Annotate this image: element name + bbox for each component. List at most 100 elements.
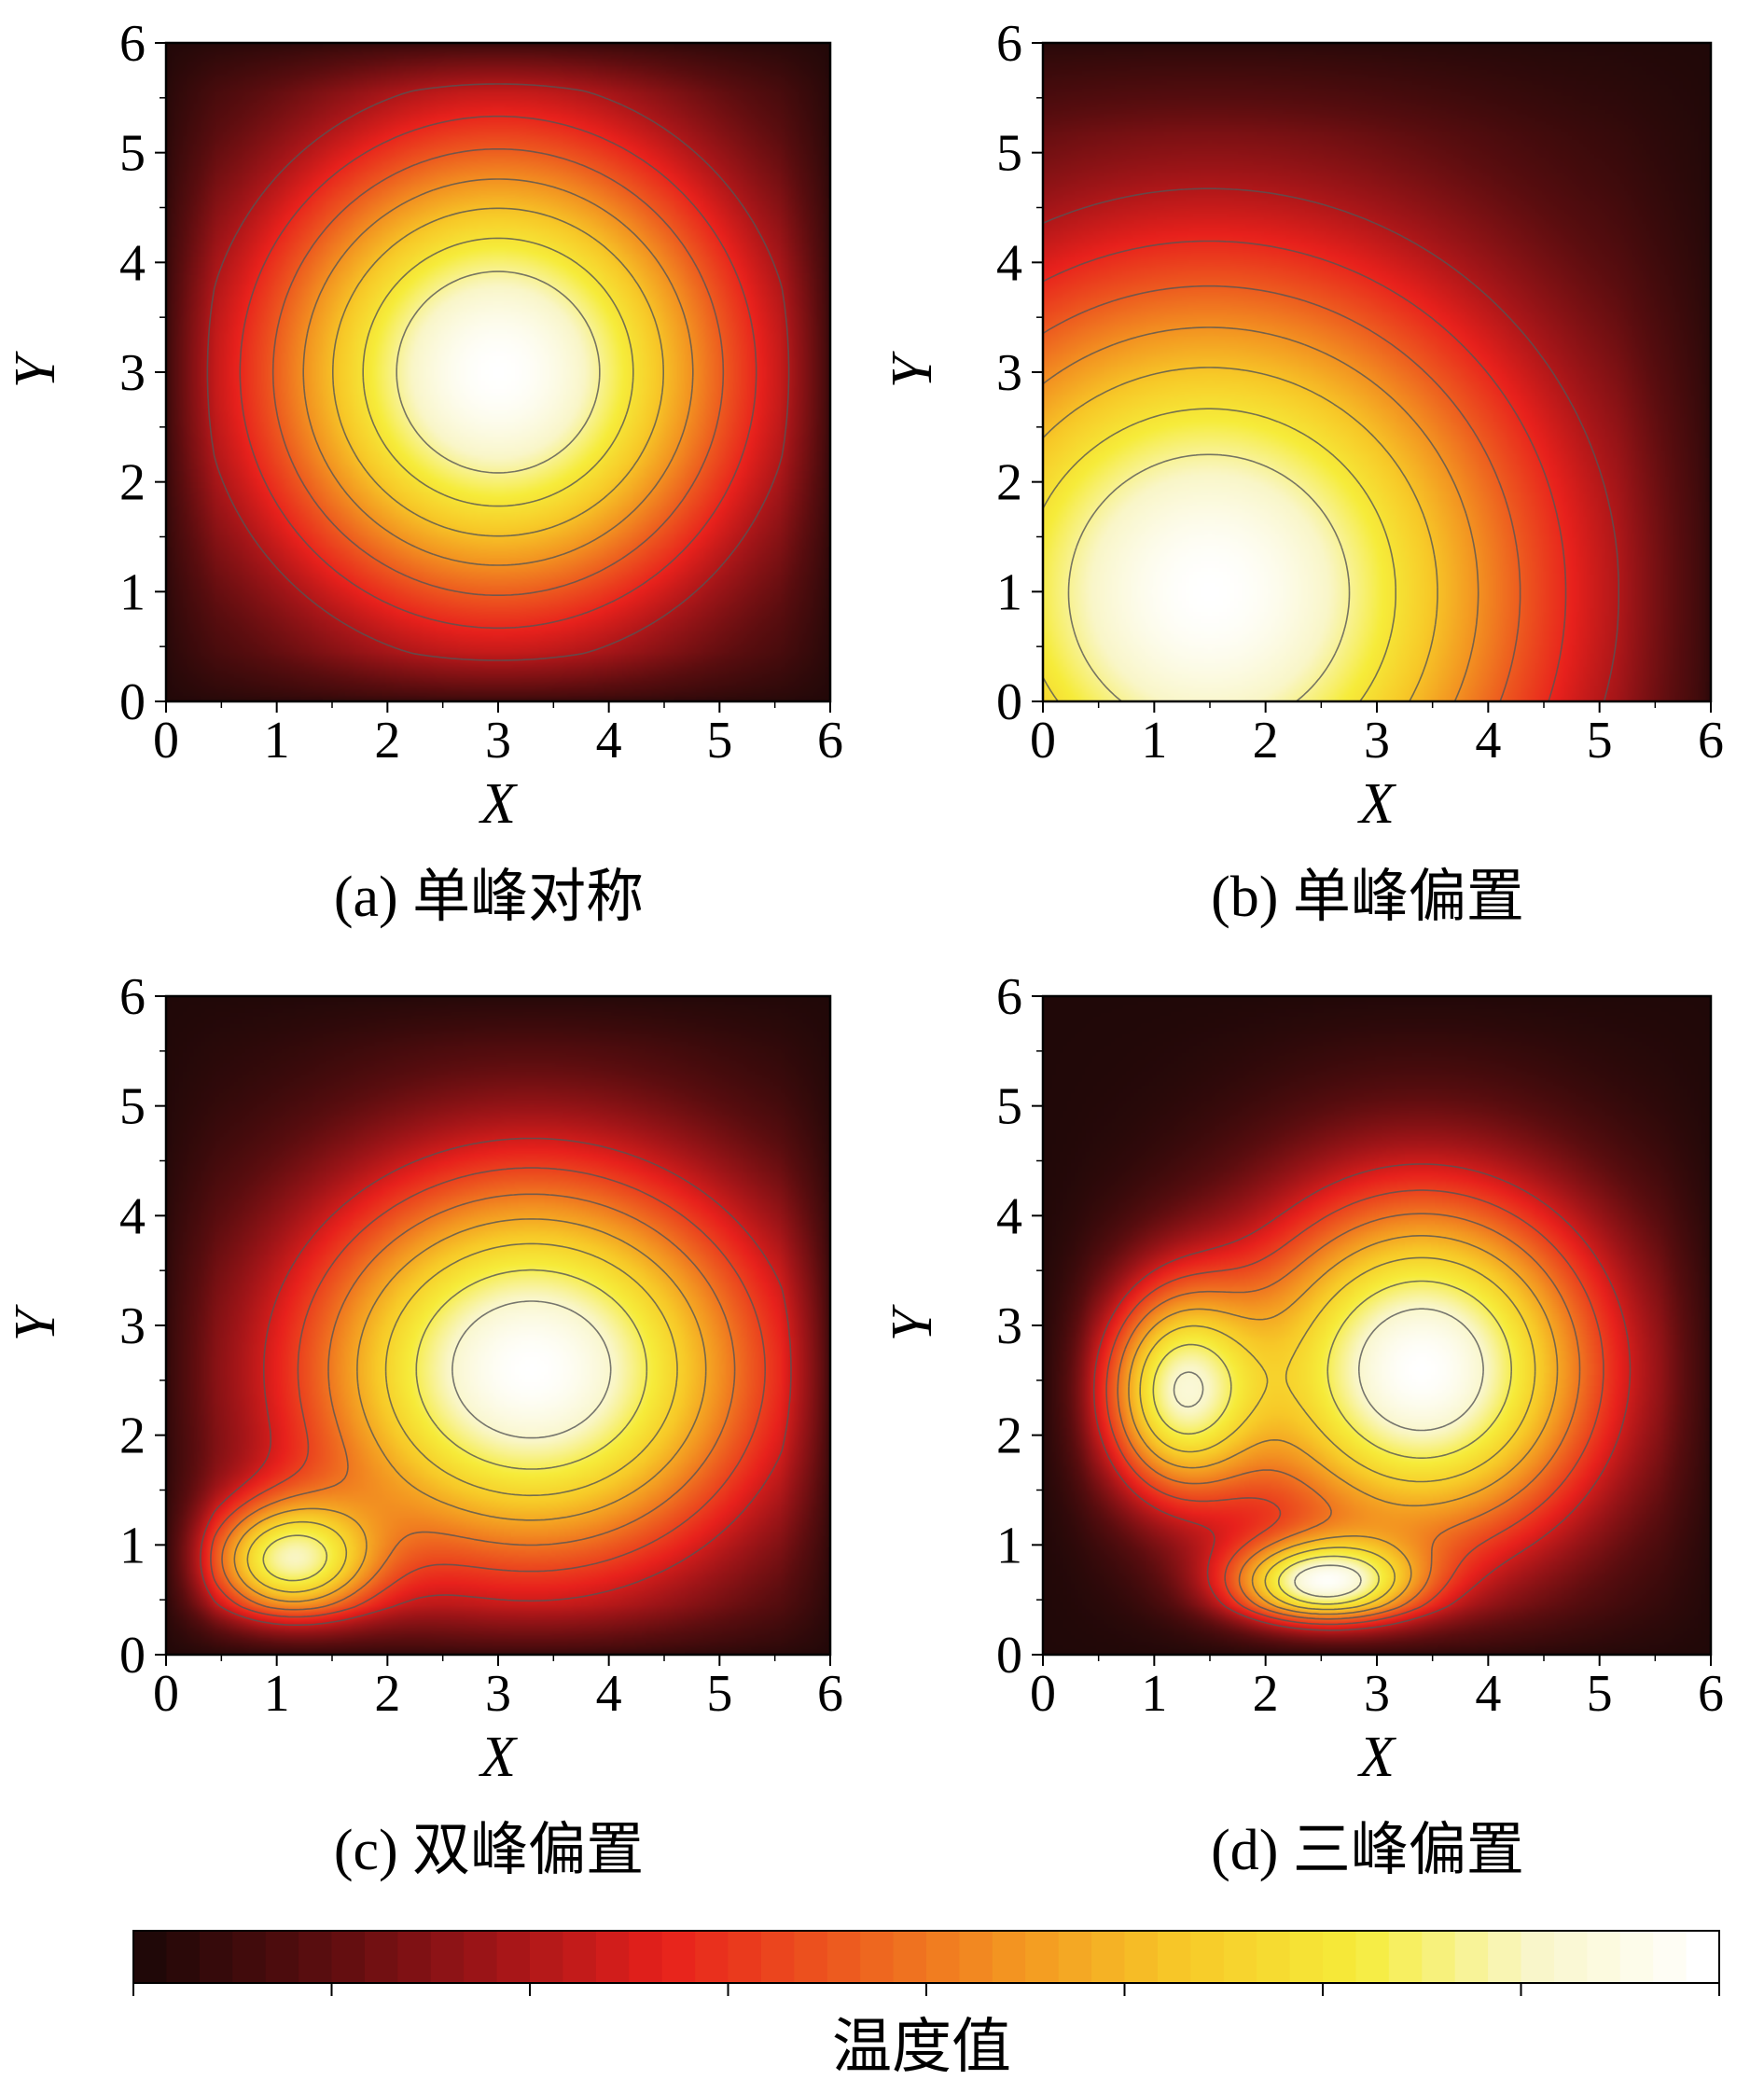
colorbar-swatch	[265, 1931, 299, 1983]
x-tick-label: 6	[817, 1665, 843, 1723]
colorbar-swatch	[364, 1931, 398, 1983]
contours-a	[206, 83, 790, 661]
colorbar-swatch	[199, 1931, 233, 1983]
y-tick-label: 5	[996, 125, 1022, 183]
contour-line	[206, 83, 790, 661]
x-tick-label: 6	[817, 712, 843, 770]
x-tick-label: 4	[596, 712, 622, 770]
contour-line	[396, 270, 601, 474]
y-tick-label: 5	[119, 1078, 146, 1136]
panel-caption: (a) 单峰对称	[334, 866, 644, 929]
contour-line	[1105, 1189, 1604, 1626]
heatmap-image-c	[166, 996, 830, 1655]
colorbar-swatches	[133, 1931, 1720, 1983]
colorbar: 温度值	[132, 1930, 1720, 2080]
y-tick-label: 0	[996, 1627, 1022, 1685]
colorbar-swatch	[1686, 1931, 1720, 1983]
y-tick-label: 5	[996, 1078, 1022, 1136]
y-tick-label: 0	[996, 673, 1022, 731]
contour-line	[271, 148, 725, 596]
colorbar-swatch	[826, 1931, 861, 1983]
contours-c	[200, 1137, 792, 1626]
x-axis-label: X	[478, 1726, 518, 1789]
colorbar-swatch	[1521, 1931, 1555, 1983]
y-tick-label: 1	[119, 563, 146, 621]
x-tick-label: 4	[1475, 712, 1501, 770]
colorbar-swatch	[563, 1931, 597, 1983]
y-tick-label: 2	[996, 1407, 1022, 1465]
panel-b: 0 1 2 3 4 5 6 0 1 2 3 4 5 6 X Y (b) 单峰偏置	[881, 15, 1724, 929]
y-tick-label: 6	[119, 968, 146, 1026]
ticks-b: 0 1 2 3 4 5 6 0 1 2 3 4 5 6	[996, 15, 1724, 770]
colorbar-swatch	[1289, 1931, 1324, 1983]
panel-caption: (b) 单峰偏置	[1211, 866, 1524, 929]
x-tick-label: 2	[1253, 1665, 1279, 1723]
x-tick-label: 5	[1587, 1665, 1613, 1723]
colorbar-swatch	[893, 1931, 927, 1983]
contour-line	[200, 1137, 792, 1626]
contour-line	[1042, 187, 1619, 702]
panel-c: 0 1 2 3 4 5 6 0 1 2 3 4 5 6 X Y (c) 双峰偏置	[4, 968, 843, 1882]
x-tick-label: 3	[485, 1665, 511, 1723]
contour-line	[1042, 326, 1479, 702]
panels: 0 1 2 3 4 5 6 0 1 2 3 4 5 6 X Y (a) 单峰对称 0 1 2 3 4 5 6 0 1 2 3 4 5 6 X Y…	[4, 15, 1724, 1882]
y-tick-label: 5	[119, 125, 146, 183]
x-axis-label: X	[478, 772, 518, 836]
colorbar-swatch	[331, 1931, 366, 1983]
x-tick-label: 0	[153, 1665, 179, 1723]
y-tick-label: 6	[119, 15, 146, 73]
y-tick-label: 4	[996, 234, 1022, 292]
x-tick-label: 3	[1364, 712, 1390, 770]
colorbar-swatch	[728, 1931, 762, 1983]
y-tick-label: 3	[119, 344, 146, 402]
colorbar-swatch	[1257, 1931, 1291, 1983]
colorbar-swatch	[1619, 1931, 1654, 1983]
contour-line	[362, 237, 634, 507]
colorbar-title: 温度值	[832, 2014, 1011, 2080]
y-axis-label: Y	[881, 351, 944, 388]
colorbar-swatch	[629, 1931, 663, 1983]
ticks-a: 0 1 2 3 4 5 6 0 1 2 3 4 5 6	[119, 15, 843, 770]
contour-line	[451, 1300, 612, 1439]
y-tick-label: 4	[119, 234, 146, 292]
contour-line	[210, 1167, 766, 1618]
x-tick-label: 0	[153, 712, 179, 770]
y-axis-label: Y	[881, 1304, 944, 1341]
heatmap-image-b	[1043, 43, 1711, 701]
colorbar-swatch	[464, 1931, 498, 1983]
y-tick-label: 0	[119, 673, 146, 731]
contour-line	[1042, 367, 1438, 702]
contour-line	[1042, 240, 1567, 702]
colorbar-swatch	[1025, 1931, 1060, 1983]
contour-line	[1152, 1280, 1512, 1605]
contour-line	[1128, 1235, 1559, 1615]
contour-line	[1173, 1308, 1484, 1598]
x-tick-label: 5	[706, 1665, 732, 1723]
colorbar-swatch	[1124, 1931, 1159, 1983]
ticks-c: 0 1 2 3 4 5 6 0 1 2 3 4 5 6	[119, 968, 843, 1723]
x-tick-label: 1	[264, 712, 290, 770]
colorbar-swatch	[959, 1931, 993, 1983]
contour-line	[1139, 1256, 1536, 1611]
colorbar-swatch	[496, 1931, 531, 1983]
colorbar-swatch	[299, 1931, 333, 1983]
contour-line	[233, 1218, 707, 1602]
x-tick-label: 5	[1587, 712, 1613, 770]
colorbar-swatch	[133, 1931, 168, 1983]
x-tick-label: 3	[485, 712, 511, 770]
colorbar-swatch	[1587, 1931, 1621, 1983]
contour-line	[1067, 453, 1351, 702]
contour-line	[332, 207, 664, 537]
panel-caption: (c) 双峰偏置	[334, 1819, 644, 1882]
colorbar-swatch	[232, 1931, 267, 1983]
colorbar-swatch	[166, 1931, 201, 1983]
colorbar-swatch	[1488, 1931, 1522, 1983]
colorbar-ticks	[132, 1983, 1720, 1996]
colorbar-swatch	[1355, 1931, 1390, 1983]
y-tick-label: 4	[996, 1187, 1022, 1245]
y-tick-label: 2	[996, 454, 1022, 512]
y-axis-label: Y	[4, 1304, 67, 1341]
y-tick-label: 3	[996, 1297, 1022, 1355]
colorbar-swatch	[1388, 1931, 1423, 1983]
